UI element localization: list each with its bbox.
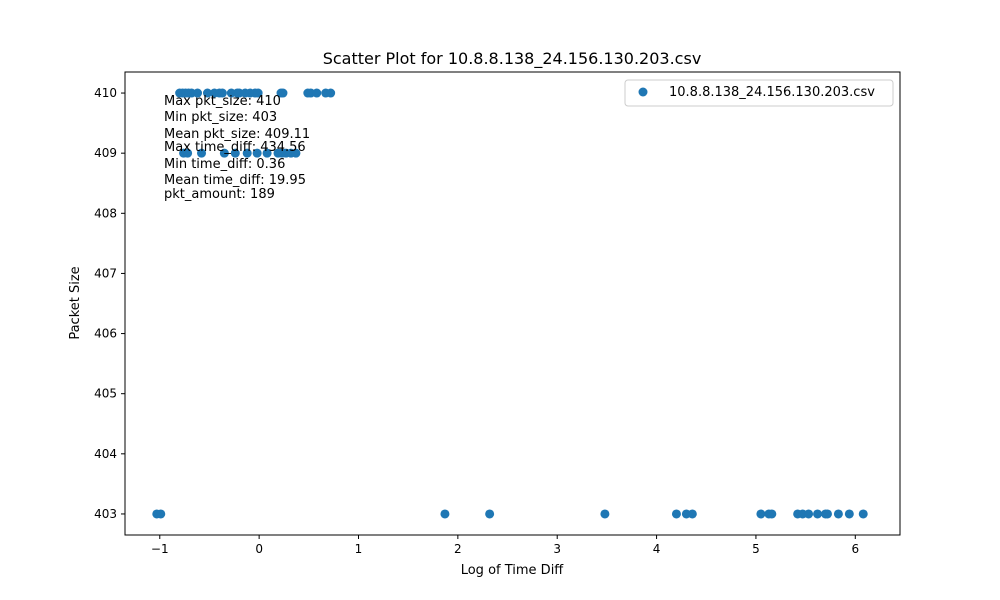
y-tick-label: 408 [94,206,117,220]
data-point [253,88,263,98]
stat-annotation: Min pkt_size: 403 [164,110,277,125]
legend-label: 10.8.8.138_24.156.130.203.csv [669,85,875,100]
data-point [278,88,288,98]
stat-annotation: Max pkt_size: 410 [164,94,281,109]
data-point [156,509,166,519]
stat-annotation: Mean time_diff: 19.95 [164,173,306,188]
data-point [252,148,262,158]
data-point [219,148,229,158]
data-point [833,509,843,519]
legend-box [624,79,894,107]
y-tick-label: 407 [94,266,117,280]
data-point [844,509,854,519]
stat-annotation: Max time_diff: 434.56 [164,140,306,155]
chart-title: Scatter Plot for 10.8.8.138_24.156.130.2… [323,49,702,69]
plot-area: −1 0 1 2 3 4 5 6 403 404 405 406 407 408 409 410 Max pkt… [94,71,901,556]
stat-annotation: Min time_diff: 0.36 [164,157,285,172]
data-point [291,148,301,158]
data-point [193,88,203,98]
data-point [312,88,322,98]
data-point [326,88,336,98]
data-point [262,148,272,158]
data-point [202,88,212,98]
y-tick-label: 406 [94,327,117,341]
data-point [600,509,610,519]
stat-annotation: pkt_amount: 189 [164,187,275,202]
y-tick-label: 409 [94,146,117,160]
stat-annotation: Mean pkt_size: 409.11 [164,127,310,142]
y-tick-label: 405 [94,387,117,401]
y-tick-label: 410 [94,86,117,100]
axes-frame [124,71,901,536]
x-tick-label: 1 [355,542,363,556]
data-point [804,509,814,519]
data-point [230,148,240,158]
y-tick-label: 403 [94,507,117,521]
data-point [485,509,495,519]
x-tick-label: 3 [553,542,561,556]
data-point [767,509,777,519]
y-axis-label: Packet Size [68,266,83,339]
x-tick-label: 5 [752,542,760,556]
data-point [242,148,252,158]
data-point [671,509,681,519]
y-tick-label: 404 [94,447,117,461]
x-tick-label: −1 [151,542,169,556]
legend-marker [638,87,648,97]
x-tick-label: 4 [653,542,661,556]
data-point [197,148,207,158]
data-point [183,148,193,158]
data-point [813,509,823,519]
x-tick-label: 6 [851,542,859,556]
x-tick-label: 2 [454,542,462,556]
data-point [440,509,450,519]
data-point [822,509,832,519]
data-point [756,509,766,519]
legend: 10.8.8.138_24.156.130.203.csv [624,79,894,107]
x-tick-label: 0 [255,542,263,556]
x-axis-label: Log of Time Diff [461,563,565,578]
data-point [858,509,868,519]
data-point [217,88,227,98]
data-point [687,509,697,519]
